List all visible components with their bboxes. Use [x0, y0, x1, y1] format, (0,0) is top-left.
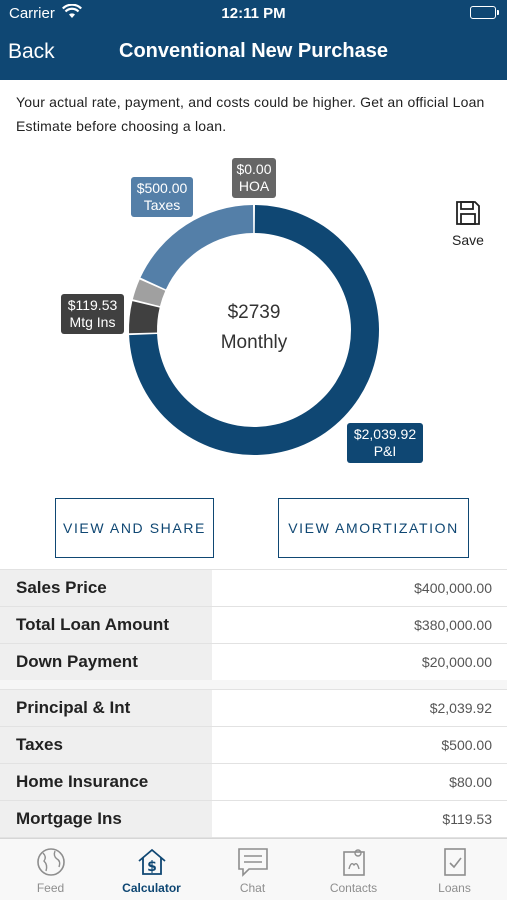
chat-icon [237, 848, 268, 877]
taxes-amount: $500.00 [136, 180, 188, 196]
payment-table: Principal & Int $2,039.92 Taxes $500.00 … [0, 689, 507, 838]
table-divider [0, 680, 507, 689]
view-and-share-button[interactable]: VIEW AND SHARE [55, 498, 214, 558]
donut-svg [129, 205, 379, 455]
save-button[interactable]: Save [448, 200, 488, 248]
table-row: Taxes $500.00 [0, 727, 507, 764]
mtg-ins-amount: $119.53 [67, 297, 118, 313]
donut-slice-home-insurance[interactable] [132, 279, 166, 307]
save-label: Save [452, 232, 484, 248]
donut-center-amount: $2739 [227, 302, 281, 323]
row-value: $380,000.00 [414, 617, 492, 633]
taxes-label: $500.00 Taxes [131, 177, 193, 217]
battery-icon [470, 6, 499, 19]
row-value: $80.00 [449, 774, 492, 790]
loan-table: Sales Price $400,000.00 Total Loan Amoun… [0, 569, 507, 681]
loans-icon [443, 848, 466, 876]
svg-text:$: $ [147, 859, 157, 875]
table-row: Mortgage Ins $119.53 [0, 801, 507, 838]
status-time: 12:11 PM [221, 5, 286, 22]
table-row: Principal & Int $2,039.92 [0, 690, 507, 727]
payment-donut-chart: $2739 Monthly $0.00 HOA $500.00 Taxes $1… [0, 150, 507, 480]
row-label: Down Payment [0, 644, 212, 680]
row-label: Principal & Int [0, 690, 212, 726]
row-label: Mortgage Ins [0, 801, 212, 837]
row-label: Sales Price [0, 570, 212, 606]
tab-label: Feed [36, 881, 65, 895]
table-row: Down Payment $20,000.00 [0, 644, 507, 681]
page-title: Conventional New Purchase [119, 40, 388, 62]
pi-name: P&I [373, 443, 397, 459]
row-value: $20,000.00 [421, 654, 492, 670]
row-value: $500.00 [441, 737, 492, 753]
tab-label: Calculator [122, 881, 181, 895]
calculator-house-icon: $ [137, 848, 166, 875]
back-button[interactable]: Back [8, 40, 55, 63]
table-row: Sales Price $400,000.00 [0, 570, 507, 607]
view-amortization-button[interactable]: VIEW AMORTIZATION [278, 498, 469, 558]
save-icon [456, 201, 480, 225]
donut-slice-mtg-ins[interactable] [129, 301, 160, 334]
disclaimer-text: Your actual rate, payment, and costs cou… [16, 94, 485, 134]
mtg-ins-name: Mtg Ins [69, 314, 116, 330]
row-label: Total Loan Amount [0, 607, 212, 643]
taxes-name: Taxes [143, 197, 181, 213]
tab-loans[interactable]: Loans [404, 839, 505, 900]
tab-label: Chat [239, 881, 266, 895]
tab-label: Loans [438, 881, 471, 895]
row-value: $2,039.92 [429, 700, 492, 716]
status-bar: Carrier 12:11 PM [0, 0, 507, 28]
row-label: Home Insurance [0, 764, 212, 800]
hoa-amount: $0.00 [236, 161, 272, 177]
tab-contacts[interactable]: Contacts [303, 839, 404, 900]
table-row: Total Loan Amount $380,000.00 [0, 607, 507, 644]
row-label: Taxes [0, 727, 212, 763]
contacts-icon [342, 849, 365, 876]
header: Carrier 12:11 PM Back Conventional New P… [0, 0, 507, 80]
tab-feed[interactable]: Feed [0, 839, 101, 900]
row-value: $119.53 [442, 811, 492, 827]
hoa-label: $0.00 HOA [232, 158, 276, 198]
nav-bar: Back Conventional New Purchase [0, 34, 507, 70]
tab-label: Contacts [329, 881, 378, 895]
donut-center-label: Monthly [220, 332, 288, 353]
tab-bar: Feed $ Calculator Chat Contacts Loans [0, 838, 507, 900]
carrier-label: Carrier [9, 5, 55, 22]
tab-calculator[interactable]: $ Calculator [101, 839, 202, 900]
mtg-ins-label: $119.53 Mtg Ins [61, 294, 124, 334]
hoa-name: HOA [238, 178, 270, 194]
globe-icon [36, 848, 65, 876]
row-value: $400,000.00 [414, 580, 492, 596]
pi-amount: $2,039.92 [353, 426, 417, 442]
donut-slice-taxes[interactable] [140, 205, 254, 290]
wifi-icon [62, 3, 82, 23]
table-row: Home Insurance $80.00 [0, 764, 507, 801]
pi-label: $2,039.92 P&I [347, 423, 423, 463]
tab-chat[interactable]: Chat [202, 839, 303, 900]
